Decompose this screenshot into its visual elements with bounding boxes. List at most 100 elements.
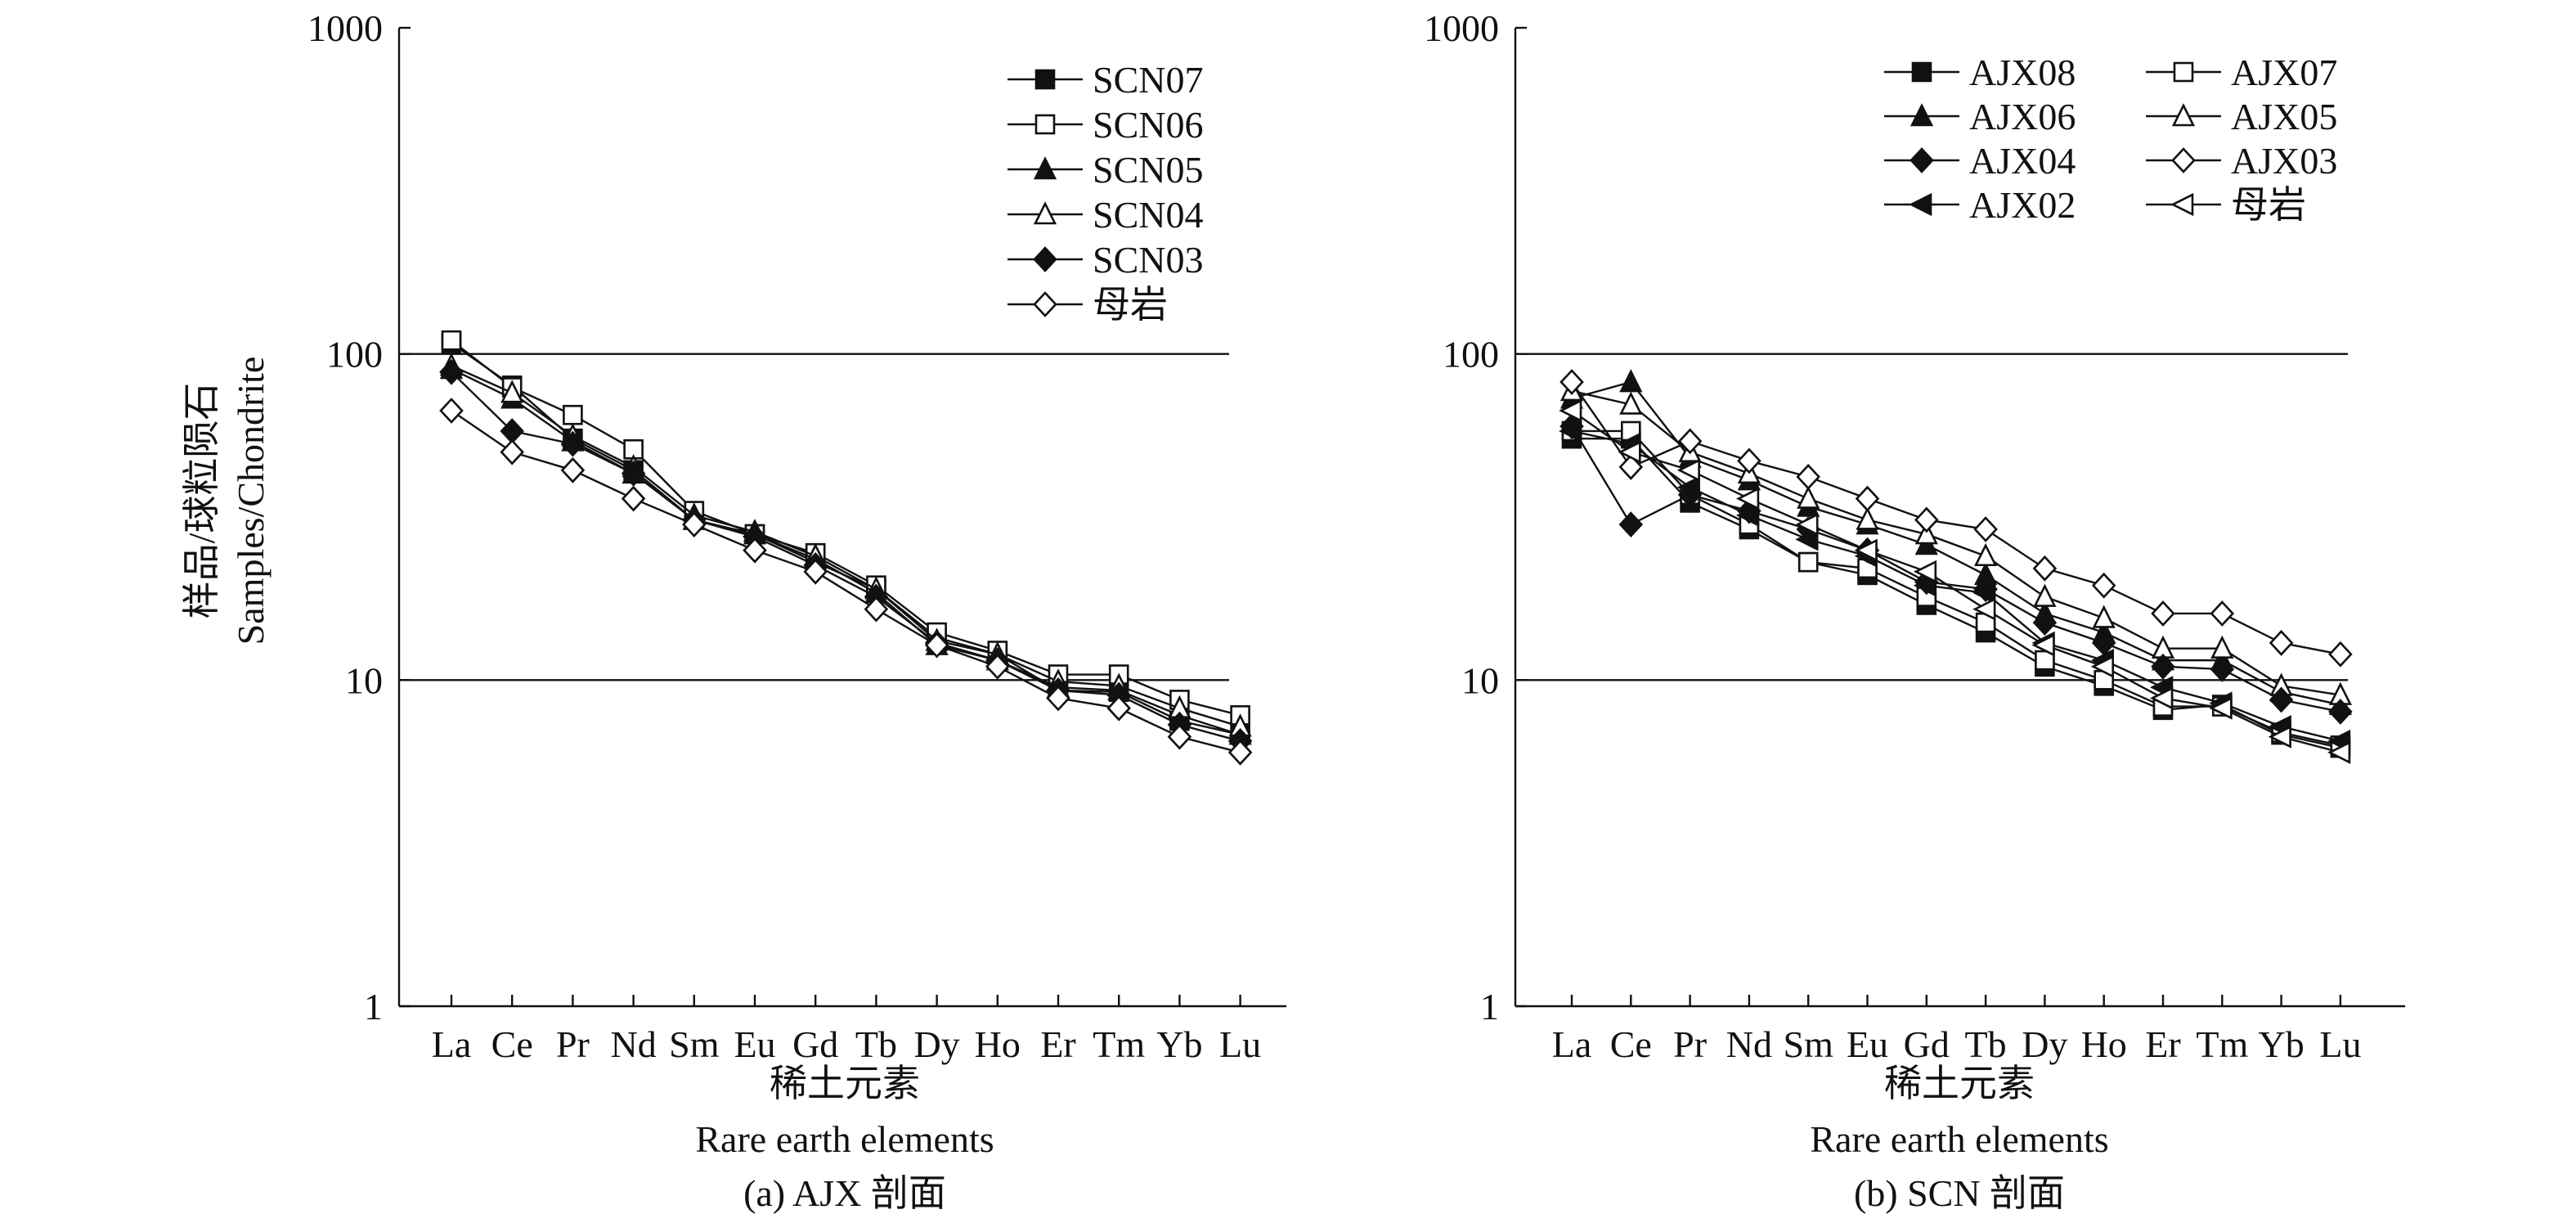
legend-marker: [1909, 192, 1932, 217]
data-point: [1735, 487, 1760, 510]
data-point: [2269, 629, 2294, 656]
legend-label: SCN07: [1093, 59, 1203, 101]
series-line: [451, 367, 1241, 736]
series: [1560, 378, 2353, 705]
legend-marker: [2171, 103, 2196, 127]
legend-item: AJX02: [1884, 184, 2076, 226]
legend-label: AJX07: [2231, 52, 2337, 93]
x-tick-label: Gd: [792, 1023, 838, 1065]
x-tick-label: La: [1552, 1023, 1592, 1065]
data-point: [1796, 463, 1820, 490]
x-tick-label: Tb: [855, 1023, 897, 1065]
data-point: [985, 653, 1010, 680]
y-tick-label: 100: [1443, 334, 1499, 375]
data-point: [2269, 686, 2294, 713]
x-tick-label: Dy: [2022, 1023, 2067, 1065]
x-tick-label: Tm: [1093, 1023, 1145, 1065]
data-point: [2210, 656, 2235, 682]
y-tick-label: 1: [1480, 986, 1499, 1027]
data-point: [441, 330, 462, 351]
x-tick-label: Ce: [491, 1023, 533, 1065]
x-axis-label-cn-a: 稀土元素: [770, 1063, 920, 1104]
axes-a: 1 10 100 1000 La Ce Pr Nd Sm Eu Gd Tb Dy Ho Er Tm Yb Lu: [307, 7, 1286, 1065]
legend-label: AJX04: [1969, 140, 2076, 182]
legend-item: SCN06: [1008, 104, 1203, 146]
data-point: [1972, 597, 1996, 621]
data-point: [1913, 573, 1937, 597]
x-tick-label: Pr: [1673, 1023, 1707, 1065]
series-line: [1571, 389, 2341, 696]
legend-item: AJX03: [2146, 140, 2337, 182]
legend-marker: [1033, 291, 1057, 317]
legend-label: AJX03: [2231, 140, 2337, 182]
legend-b: AJX08 AJX07 AJX06 AJX05 AJX04 AJX03 AJX02 母岩: [1884, 52, 2337, 226]
legend-item: AJX07: [2146, 52, 2337, 93]
data-point: [1854, 538, 1878, 562]
y-tick-label: 10: [345, 659, 383, 701]
legend-label: 母岩: [1093, 284, 1168, 326]
data-point: [2327, 740, 2351, 764]
data-point: [560, 456, 586, 483]
data-point: [864, 596, 889, 623]
data-point: [1855, 485, 1880, 512]
data-point: [563, 404, 583, 425]
data-point: [2268, 725, 2291, 749]
legend-label: AJX06: [1969, 96, 2076, 137]
x-tick-label: Dy: [913, 1023, 959, 1065]
series: [439, 398, 1253, 766]
data-point: [2210, 600, 2235, 627]
data-point: [1677, 428, 1703, 455]
data-point: [1227, 739, 1253, 766]
x-tick-label: Er: [1040, 1023, 1075, 1065]
y-tick-label: 1000: [307, 7, 383, 49]
y-tick-label: 1000: [1424, 7, 1499, 49]
legend-item: SCN03: [1008, 239, 1203, 281]
x-tick-label: Yb: [1156, 1023, 1202, 1065]
x-tick-label: Eu: [1847, 1023, 1888, 1065]
data-point: [2031, 633, 2055, 657]
legend-marker: [1034, 69, 1056, 90]
series-line: [451, 365, 1241, 728]
panel-caption-a: (a) AJX 剖面: [743, 1172, 946, 1214]
data-point: [924, 632, 949, 659]
x-tick-label: Sm: [1784, 1023, 1834, 1065]
x-tick-label: Ce: [1610, 1023, 1652, 1065]
legend-marker: [1033, 246, 1057, 272]
data-point: [1619, 391, 1643, 415]
data-point: [2150, 686, 2174, 710]
legend-item: SCN07: [1008, 59, 1203, 101]
legend-marker: [2173, 61, 2194, 83]
data-point: [1795, 528, 1819, 551]
chart-panel-a: 1 10 100 1000 La Ce Pr Nd Sm Eu Gd Tb Dy Ho Er Tm Yb Lu S…: [307, 7, 1286, 1214]
x-tick-label: Lu: [2319, 1023, 2361, 1065]
data-point: [1737, 447, 1761, 474]
y-tick-label: 1: [364, 986, 383, 1027]
legend-label: AJX05: [2231, 96, 2337, 137]
x-tick-label: Nd: [610, 1023, 656, 1065]
data-point: [621, 460, 646, 487]
x-tick-label: Tm: [2196, 1023, 2248, 1065]
data-point: [2033, 583, 2057, 607]
data-point: [2092, 605, 2116, 628]
data-point: [1795, 513, 1819, 537]
legend-label: SCN03: [1093, 239, 1203, 281]
x-tick-label: Yb: [2258, 1023, 2304, 1065]
data-point: [439, 398, 464, 424]
data-point: [1973, 542, 1998, 567]
x-tick-label: Tb: [1965, 1023, 2007, 1065]
legend-marker: [1033, 156, 1057, 180]
series-layer-b: [1559, 369, 2353, 764]
data-point: [2151, 653, 2175, 680]
data-point: [1973, 516, 1998, 542]
data-point: [1106, 695, 1131, 722]
series: [441, 330, 1250, 726]
legend-item: SCN05: [1008, 149, 1203, 191]
x-tick-label: Er: [2145, 1023, 2180, 1065]
data-point: [1676, 458, 1700, 482]
data-point: [1560, 369, 1584, 395]
data-point: [2090, 654, 2114, 678]
data-point: [1676, 475, 1700, 499]
legend-marker: [2170, 192, 2194, 217]
